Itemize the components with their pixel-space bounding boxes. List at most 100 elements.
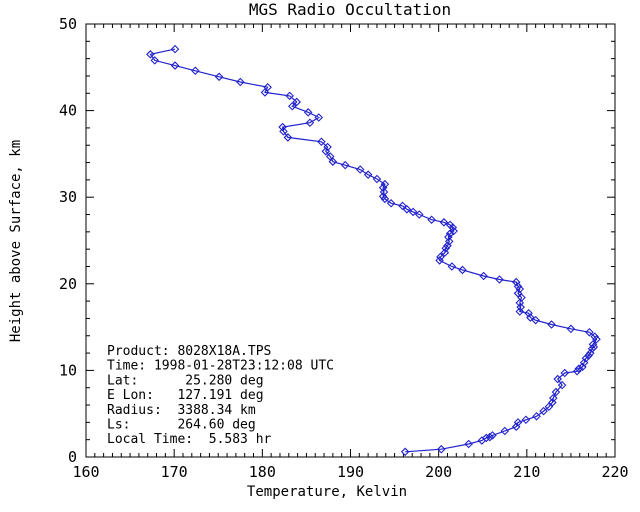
data-point-marker — [557, 380, 567, 390]
data-point-marker — [380, 179, 390, 189]
data-point-marker — [531, 315, 540, 325]
x-tick-label: 210 — [513, 463, 540, 481]
data-point-marker — [443, 241, 452, 250]
data-point-marker — [444, 237, 454, 246]
data-point-marker — [553, 374, 562, 384]
data-point-marker — [323, 142, 332, 152]
data-point-marker — [437, 444, 446, 454]
data-point-marker — [414, 210, 424, 219]
data-point-marker — [146, 50, 155, 59]
data-point-marker — [572, 366, 582, 376]
data-point-marker — [548, 398, 557, 407]
data-point-marker — [515, 284, 525, 294]
data-point-marker — [328, 157, 338, 166]
data-point-marker — [427, 215, 436, 224]
data-point-marker — [340, 160, 350, 170]
x-tick-label: 170 — [161, 463, 188, 481]
data-point-marker — [449, 226, 458, 236]
data-point-marker — [539, 406, 548, 416]
data-point-marker — [592, 334, 601, 344]
axis-tick-labels: 160 170 180 190 200 210 220 0 10 20 30 40 50 — [59, 15, 629, 481]
x-tick-label: 220 — [601, 463, 628, 481]
temperature-profile-line — [149, 48, 598, 453]
data-point-marker — [579, 358, 589, 367]
data-point-marker — [325, 152, 335, 161]
data-point-marker — [279, 127, 288, 136]
data-point-marker — [574, 364, 584, 373]
data-point-marker — [549, 393, 558, 403]
data-point-marker — [447, 262, 457, 271]
data-point-marker — [560, 368, 570, 378]
data-point-marker — [441, 244, 450, 253]
data-point-marker — [515, 307, 525, 316]
data-point-marker — [288, 101, 297, 111]
axis-ticks — [85, 23, 616, 458]
data-point-marker — [170, 61, 180, 70]
data-point-marker — [488, 431, 497, 440]
data-point-marker — [400, 447, 410, 457]
data-point-marker — [305, 118, 315, 128]
y-tick-label: 10 — [59, 361, 77, 379]
annotation-line: Product: 8028X18A.TPS — [107, 344, 271, 359]
y-axis-label: Height above Surface, km — [8, 140, 24, 342]
data-point-marker — [170, 44, 180, 54]
data-point-marker — [513, 418, 523, 427]
annotation-line: Lat: 25.280 deg — [107, 373, 264, 388]
x-tick-label: 180 — [249, 463, 276, 481]
data-point-marker — [513, 289, 523, 298]
x-tick-label: 200 — [425, 463, 452, 481]
data-point-marker — [524, 308, 533, 318]
chart-title: MGS Radio Occultation — [249, 0, 451, 19]
data-point-marker — [521, 415, 531, 425]
data-point-marker — [436, 252, 445, 262]
data-point-marker — [440, 248, 450, 257]
data-point-marker — [260, 88, 270, 97]
data-point-marker — [283, 133, 293, 142]
data-point-marker — [379, 187, 389, 197]
annotation-line: Radius: 3388.34 km — [107, 403, 256, 418]
data-point-marker — [317, 137, 326, 147]
annotation-line: Time: 1998-01-28T23:12:08 UTC — [107, 359, 334, 374]
data-point-marker — [551, 387, 561, 397]
data-point-marker — [402, 205, 412, 214]
data-point-marker — [588, 340, 598, 349]
annotation-line: Local Time: 5.583 hr — [107, 432, 272, 447]
data-point-marker — [589, 342, 599, 352]
x-tick-label: 160 — [72, 463, 99, 481]
y-tick-label: 40 — [59, 102, 77, 120]
data-point-marker — [150, 56, 160, 65]
y-tick-label: 50 — [59, 15, 77, 33]
data-point-marker — [236, 77, 245, 87]
y-tick-label: 20 — [59, 275, 77, 293]
data-point-marker — [566, 324, 576, 334]
data-point-marker — [526, 313, 535, 322]
data-point-marker — [495, 275, 504, 284]
data-point-marker — [500, 426, 510, 436]
data-point-marker — [511, 422, 521, 431]
data-point-marker — [458, 265, 467, 275]
y-tick-label: 0 — [68, 448, 77, 466]
data-point-marker — [435, 256, 444, 265]
data-point-marker — [439, 218, 449, 227]
data-point-marker — [292, 97, 301, 107]
data-point-marker — [585, 328, 594, 337]
data-point-marker — [321, 147, 331, 156]
data-point-marker — [511, 277, 521, 287]
x-axis-label: Temperature, Kelvin — [247, 484, 407, 500]
data-point-marker — [587, 344, 597, 354]
data-point-marker — [586, 348, 595, 358]
data-point-marker — [464, 439, 473, 449]
data-point-markers — [146, 44, 601, 457]
data-point-marker — [398, 201, 407, 211]
annotation-line: E Lon: 127.191 deg — [107, 388, 264, 403]
data-point-marker — [547, 320, 556, 329]
data-point-marker — [380, 194, 390, 204]
data-point-marker — [479, 271, 488, 281]
data-point-marker — [314, 113, 324, 122]
data-point-marker — [477, 436, 487, 445]
data-point-marker — [303, 108, 313, 117]
data-point-marker — [355, 165, 365, 174]
data-point-marker — [191, 66, 200, 76]
